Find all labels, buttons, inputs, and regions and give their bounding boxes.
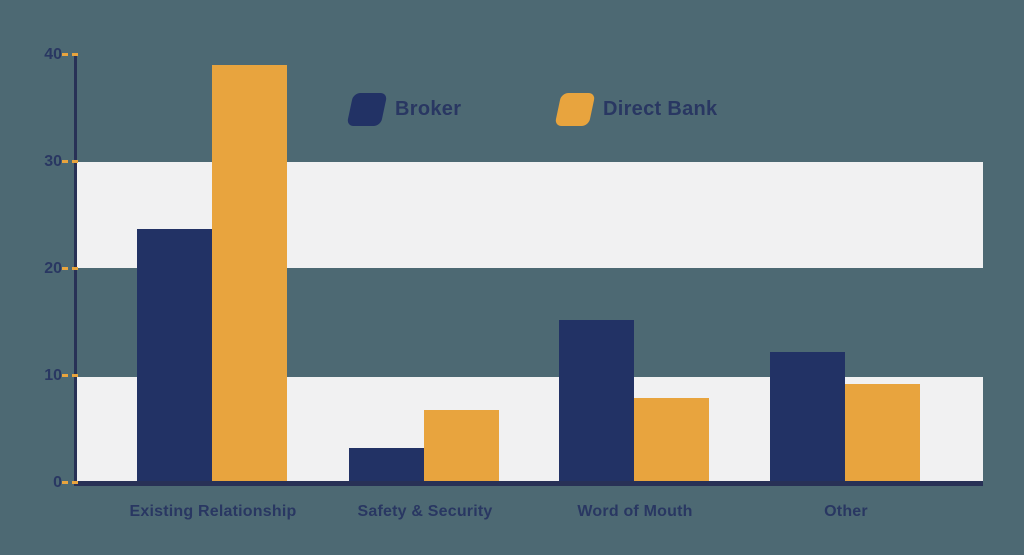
y-tick-mark-10 <box>62 374 78 377</box>
bar-safety-security-direct-bank <box>424 410 499 484</box>
y-tick-label-20: 20 <box>44 260 62 277</box>
x-axis-line <box>74 481 983 486</box>
y-tick-label-40: 40 <box>44 46 62 63</box>
y-tick-mark-30 <box>62 160 78 163</box>
bar-other-broker <box>770 352 845 484</box>
legend-item-direct-bank: Direct Bank <box>554 92 718 126</box>
legend-label-broker: Broker <box>395 97 462 120</box>
bar-word-of-mouth-broker <box>559 320 634 484</box>
legend-swatch-direct-bank <box>554 92 596 126</box>
y-tick-label-30: 30 <box>44 153 62 170</box>
bar-safety-security-broker <box>349 448 424 484</box>
x-label-other: Other <box>824 503 868 520</box>
x-label-word-of-mouth: Word of Mouth <box>577 503 693 520</box>
y-tick-label-10: 10 <box>44 367 62 384</box>
y-tick-mark-20 <box>62 267 78 270</box>
y-tick-label-0: 0 <box>53 474 62 491</box>
y-tick-mark-40 <box>62 53 78 56</box>
x-label-existing-relationship: Existing Relationship <box>129 503 297 520</box>
legend-swatch-broker <box>346 92 388 126</box>
bar-existing-relationship-broker <box>137 229 212 484</box>
y-tick-mark-0 <box>62 481 78 484</box>
legend-label-direct-bank: Direct Bank <box>603 97 718 120</box>
legend-item-broker: Broker <box>346 92 462 126</box>
bar-existing-relationship-direct-bank <box>212 65 287 484</box>
bar-other-direct-bank <box>845 384 920 484</box>
x-label-safety-security: Safety & Security <box>357 503 493 520</box>
bar-word-of-mouth-direct-bank <box>634 398 709 484</box>
